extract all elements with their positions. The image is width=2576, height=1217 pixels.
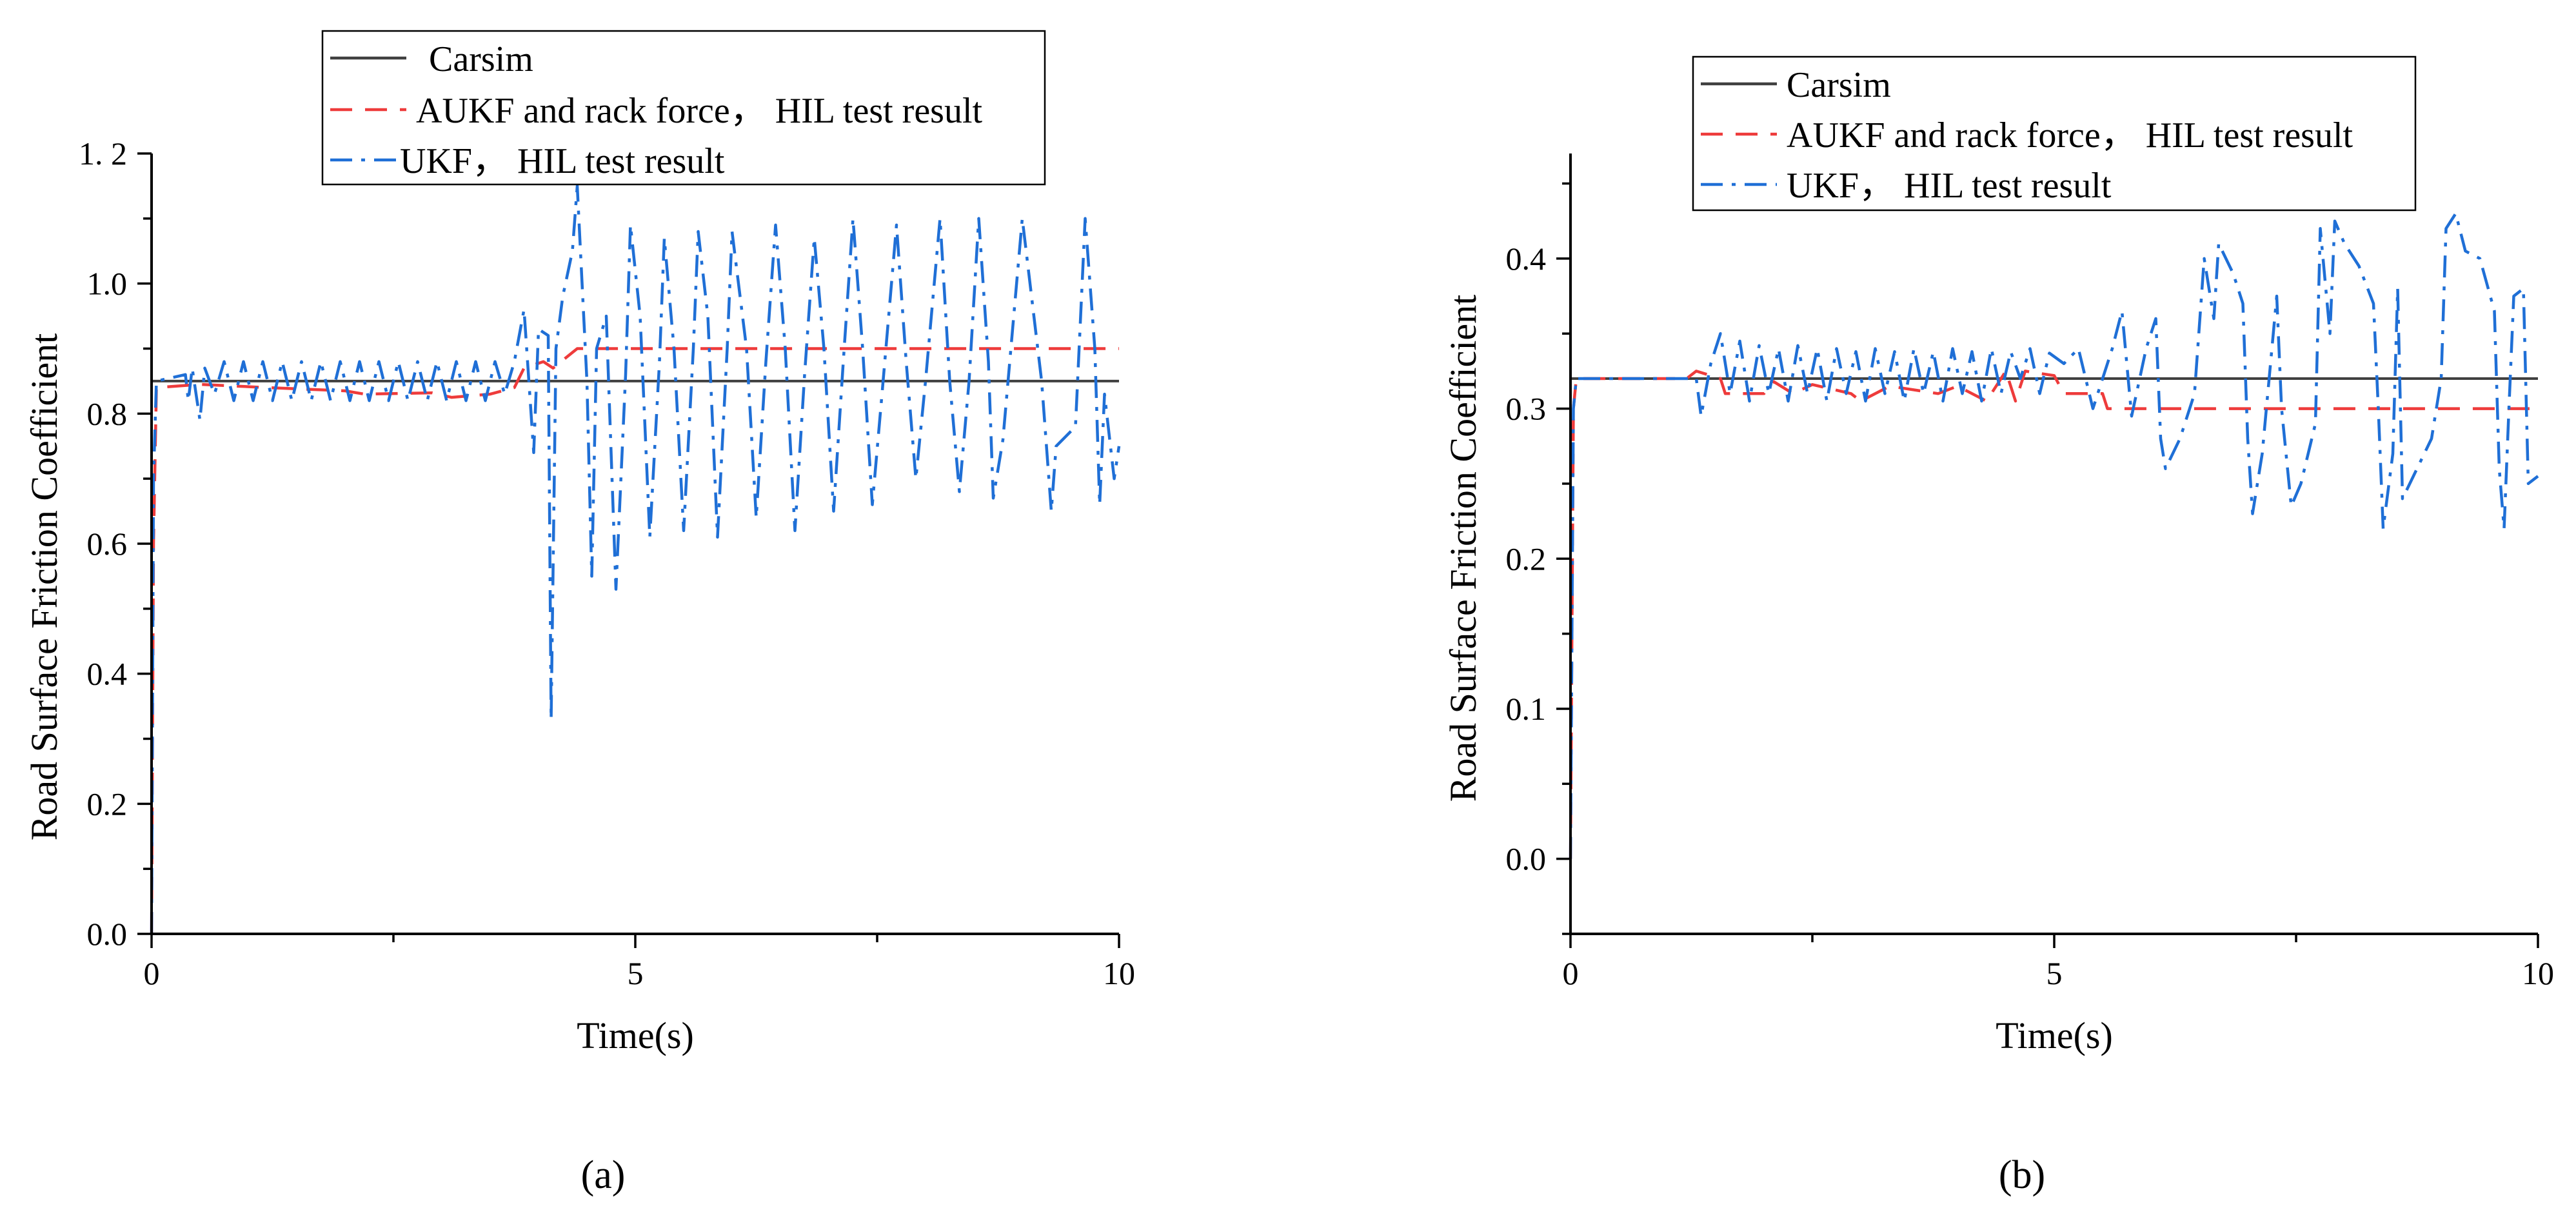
series-line-aukf-a xyxy=(150,347,1119,935)
y-tick-label-a: 0.8 xyxy=(87,395,128,431)
x-tick-label-b: 0 xyxy=(1563,955,1579,991)
legend-a: Carsim AUKF and rack force， HIL test res… xyxy=(321,30,1046,186)
legend-label-carsim-a: Carsim xyxy=(429,39,533,79)
caption-b: (b) xyxy=(1999,1153,2045,1197)
x-tick-label-a: 0 xyxy=(144,955,160,991)
legend-label-ukf-a: UKF， HIL test result xyxy=(400,141,725,181)
axes-a: 0 5 10 0.0 0.2 0.4 0.6 0.8 1.0 1. 2 xyxy=(79,135,1135,991)
axes-b: 0 5 10 0.0 0.1 0.2 0.3 0.4 xyxy=(1506,153,2554,991)
y-tick-label-a: 0.0 xyxy=(87,916,128,952)
chart-a: 0 5 10 0.0 0.2 0.4 0.6 0.8 1.0 1. 2 Time(s) Road … xyxy=(23,30,1135,1197)
legend-label-aukf-b: AUKF and rack force， HIL test result xyxy=(1787,115,2353,155)
series-line-ukf-a xyxy=(150,184,1121,935)
caption-a: (a) xyxy=(581,1153,626,1197)
x-tick-label-b: 5 xyxy=(2046,955,2063,991)
y-axis-label-b: Road Surface Friction Coefficient xyxy=(1442,295,1484,802)
y-tick-label-b: 0.2 xyxy=(1506,540,1547,577)
y-tick-label-a: 1. 2 xyxy=(79,135,127,172)
legend-label-aukf-a: AUKF and rack force， HIL test result xyxy=(416,91,983,131)
x-tick-label-a: 5 xyxy=(628,955,644,991)
y-tick-label-b: 0.0 xyxy=(1506,841,1547,877)
y-tick-label-b: 0.3 xyxy=(1506,391,1547,427)
y-tick-label-b: 0.4 xyxy=(1506,241,1547,277)
y-axis-label-a: Road Surface Friction Coefficient xyxy=(23,333,65,841)
y-tick-label-a: 0.6 xyxy=(87,526,128,562)
legend-box-b xyxy=(1692,55,2417,212)
y-tick-label-b: 0.1 xyxy=(1506,691,1547,727)
y-tick-label-a: 0.2 xyxy=(87,786,128,822)
chart-b: 0 5 10 0.0 0.1 0.2 0.3 0.4 Time(s) Road Surface… xyxy=(1442,55,2554,1197)
x-axis-label-b: Time(s) xyxy=(1996,1014,2113,1056)
x-tick-label-a: 10 xyxy=(1103,955,1135,991)
legend-box-a xyxy=(321,30,1046,186)
legend-b: Carsim AUKF and rack force， HIL test res… xyxy=(1692,55,2417,212)
legend-label-carsim-b: Carsim xyxy=(1787,65,1891,105)
series-line-aukf-b xyxy=(1569,370,2538,859)
y-tick-label-a: 0.4 xyxy=(87,656,128,692)
x-tick-label-b: 10 xyxy=(2522,955,2554,991)
series-line-ukf-b xyxy=(1569,212,2539,859)
plot-area-b xyxy=(1569,212,2539,859)
legend-label-ukf-b: UKF， HIL test result xyxy=(1787,166,2112,206)
series-line-carsim-a xyxy=(150,379,1119,934)
y-tick-label-a: 1.0 xyxy=(87,266,128,302)
plot-area-a xyxy=(150,184,1121,935)
x-axis-label-a: Time(s) xyxy=(577,1014,694,1056)
